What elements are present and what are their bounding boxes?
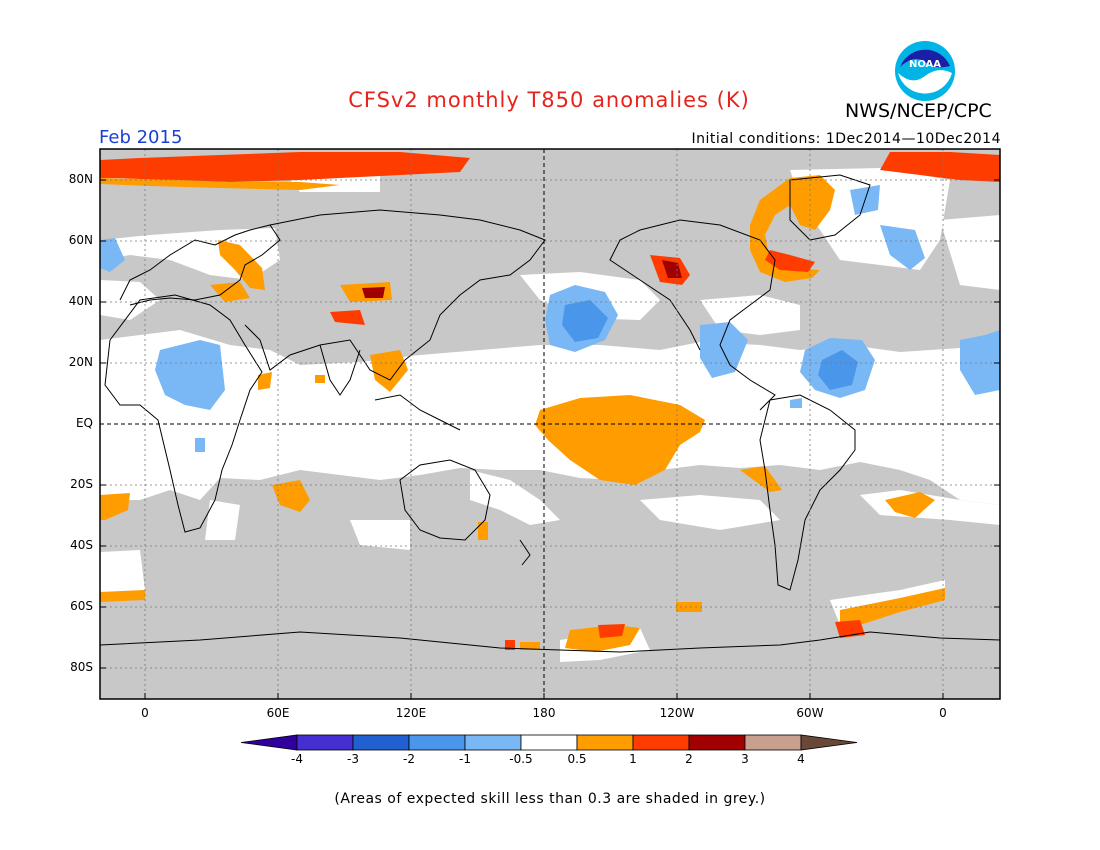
colorbar-max-arrow (800, 734, 858, 751)
colorbar-swatch (352, 734, 410, 751)
lat-label: 60S (70, 599, 93, 613)
colorbar-swatch (744, 734, 802, 751)
colorbar-label: -3 (347, 752, 359, 766)
initial-conditions: Initial conditions: 1Dec2014—10Dec2014 (691, 131, 1001, 147)
lat-label: EQ (75, 416, 93, 430)
colorbar-swatch (576, 734, 634, 751)
colorbar-label: -1 (459, 752, 471, 766)
colorbar-label: 3 (741, 752, 749, 766)
colorbar-label: -0.5 (509, 752, 533, 766)
colorbar-label: 4 (797, 752, 805, 766)
organization-label: NWS/NCEP/CPC (845, 100, 992, 122)
enso-warm-anomaly (535, 395, 705, 485)
lat-label: 20N (68, 355, 93, 369)
lat-label: 80S (70, 660, 93, 674)
lat-label: 60N (68, 233, 93, 247)
colorbar-swatch (464, 734, 522, 751)
colorbar-swatch (296, 734, 354, 751)
map-title: CFSv2 monthly T850 anomalies (K) (348, 88, 750, 112)
colorbar-min-arrow (240, 734, 298, 751)
lon-label: 60E (266, 706, 290, 720)
colorbar-label: -2 (403, 752, 415, 766)
cool-anomalies (100, 185, 1000, 452)
lat-label: 40S (70, 538, 93, 552)
map-frame (99, 148, 1001, 700)
lon-label: 180 (532, 706, 556, 720)
colorbar-swatch (632, 734, 690, 751)
lat-label: 20S (70, 477, 93, 491)
lon-label: 0 (939, 706, 947, 720)
lon-label: 0 (141, 706, 149, 720)
colorbar (240, 734, 858, 751)
warm-anomalies (100, 152, 1000, 652)
colorbar-swatch (688, 734, 746, 751)
skill-footnote: (Areas of expected skill less than 0.3 a… (334, 791, 766, 807)
colorbar-label: 2 (685, 752, 693, 766)
colorbar-swatch (408, 734, 466, 751)
lon-label: 120E (395, 706, 427, 720)
lat-label: 80N (68, 172, 93, 186)
lon-label: 120W (659, 706, 695, 720)
colorbar-label: 1 (629, 752, 637, 766)
svg-text:NOAA: NOAA (909, 59, 941, 70)
noaa-logo: NOAA (895, 41, 955, 101)
forecast-period: Feb 2015 (99, 127, 183, 148)
lat-label: 40N (68, 294, 93, 308)
colorbar-label: -4 (291, 752, 303, 766)
colorbar-label: 0.5 (567, 752, 587, 766)
colorbar-swatch (520, 734, 578, 751)
lon-label: 60W (796, 706, 824, 720)
coastlines (100, 174, 1000, 653)
